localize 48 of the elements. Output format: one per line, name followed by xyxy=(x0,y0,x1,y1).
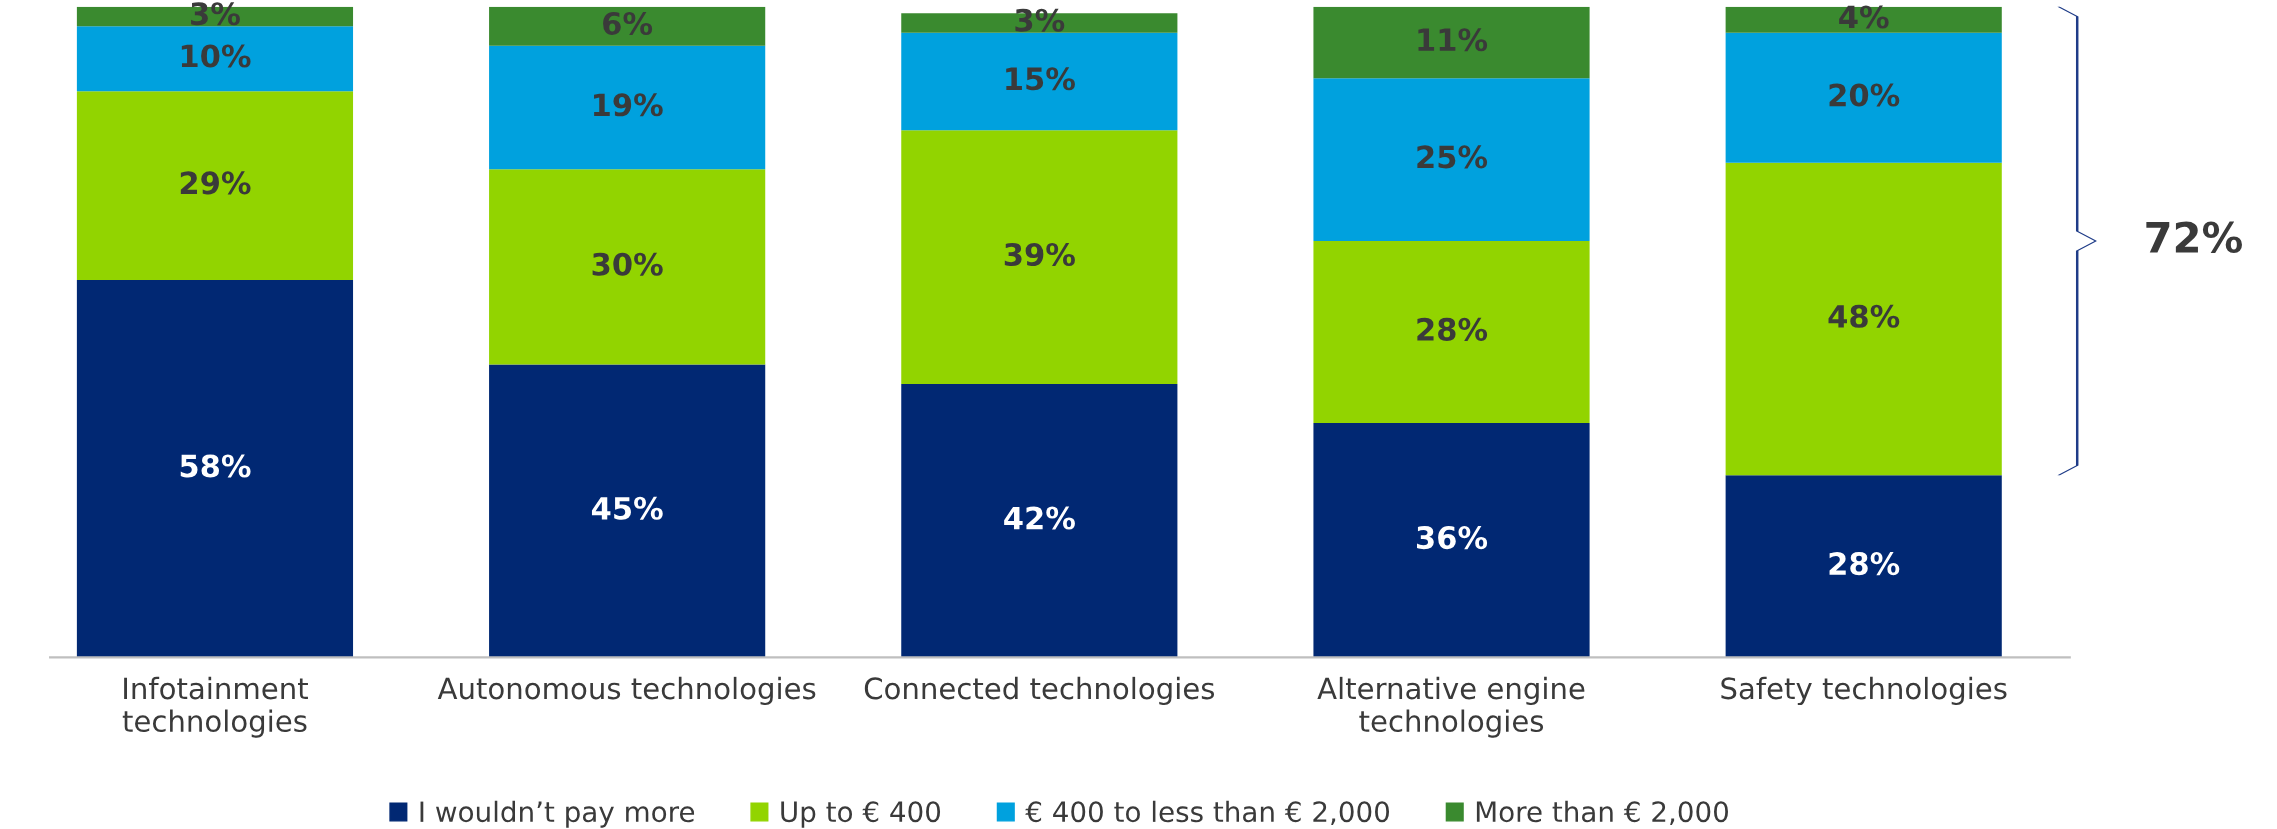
bar xyxy=(76,91,354,280)
text: 72% xyxy=(2146,221,2242,253)
bar xyxy=(901,384,1178,658)
bar xyxy=(489,45,766,170)
data-label: 29% xyxy=(180,171,251,195)
data-label: 20% xyxy=(1829,83,1900,107)
data-label: 39% xyxy=(1004,242,1075,267)
bar xyxy=(1313,78,1590,241)
data-label: 25% xyxy=(1417,145,1488,169)
legend-label: Up to € 400 xyxy=(781,801,941,828)
data-label: 3% xyxy=(191,2,240,26)
data-label: 10% xyxy=(181,44,251,68)
x-tick-label: Safety technologies xyxy=(1721,676,2007,706)
bar xyxy=(76,26,354,92)
bar xyxy=(1313,6,1590,79)
bar xyxy=(901,32,1178,131)
x-tick-label: Infotainment technologies xyxy=(122,676,308,738)
data-label: 45% xyxy=(591,496,663,520)
bar xyxy=(489,169,766,365)
data-label: 28% xyxy=(1417,317,1488,341)
bar xyxy=(1725,32,2002,163)
data-label: 28% xyxy=(1829,552,1900,576)
bar xyxy=(1725,475,2002,658)
bar xyxy=(1725,6,2002,33)
legend-label: € 400 to less than € 2,000 xyxy=(1025,800,1390,826)
data-label: 48% xyxy=(1828,304,1900,328)
data-label: 36% xyxy=(1416,526,1488,550)
bar xyxy=(1725,162,2002,476)
data-label: 6% xyxy=(603,11,653,36)
data-label: 19% xyxy=(594,93,663,117)
x-tick-label: Alternative engine technologies xyxy=(1317,676,1585,738)
x-tick-label: Connected technologies xyxy=(864,676,1215,706)
bar xyxy=(489,364,766,658)
data-label: 30% xyxy=(592,252,663,276)
data-label: 15% xyxy=(1006,67,1075,91)
x-tick-label: Autonomous technologies xyxy=(437,676,816,706)
bar xyxy=(76,279,354,658)
data-label: 42% xyxy=(1004,506,1075,530)
legend-label: I wouldn’t pay more xyxy=(420,800,695,828)
bar xyxy=(1313,240,1590,424)
bar xyxy=(1313,423,1590,658)
data-label: 4% xyxy=(1839,5,1889,29)
legend-label: More than € 2,000 xyxy=(1476,800,1728,826)
bar xyxy=(489,6,766,46)
bar xyxy=(901,130,1178,385)
data-label: 58% xyxy=(180,454,251,478)
data-label: 11% xyxy=(1418,28,1488,52)
data-label: 3% xyxy=(1015,8,1065,32)
